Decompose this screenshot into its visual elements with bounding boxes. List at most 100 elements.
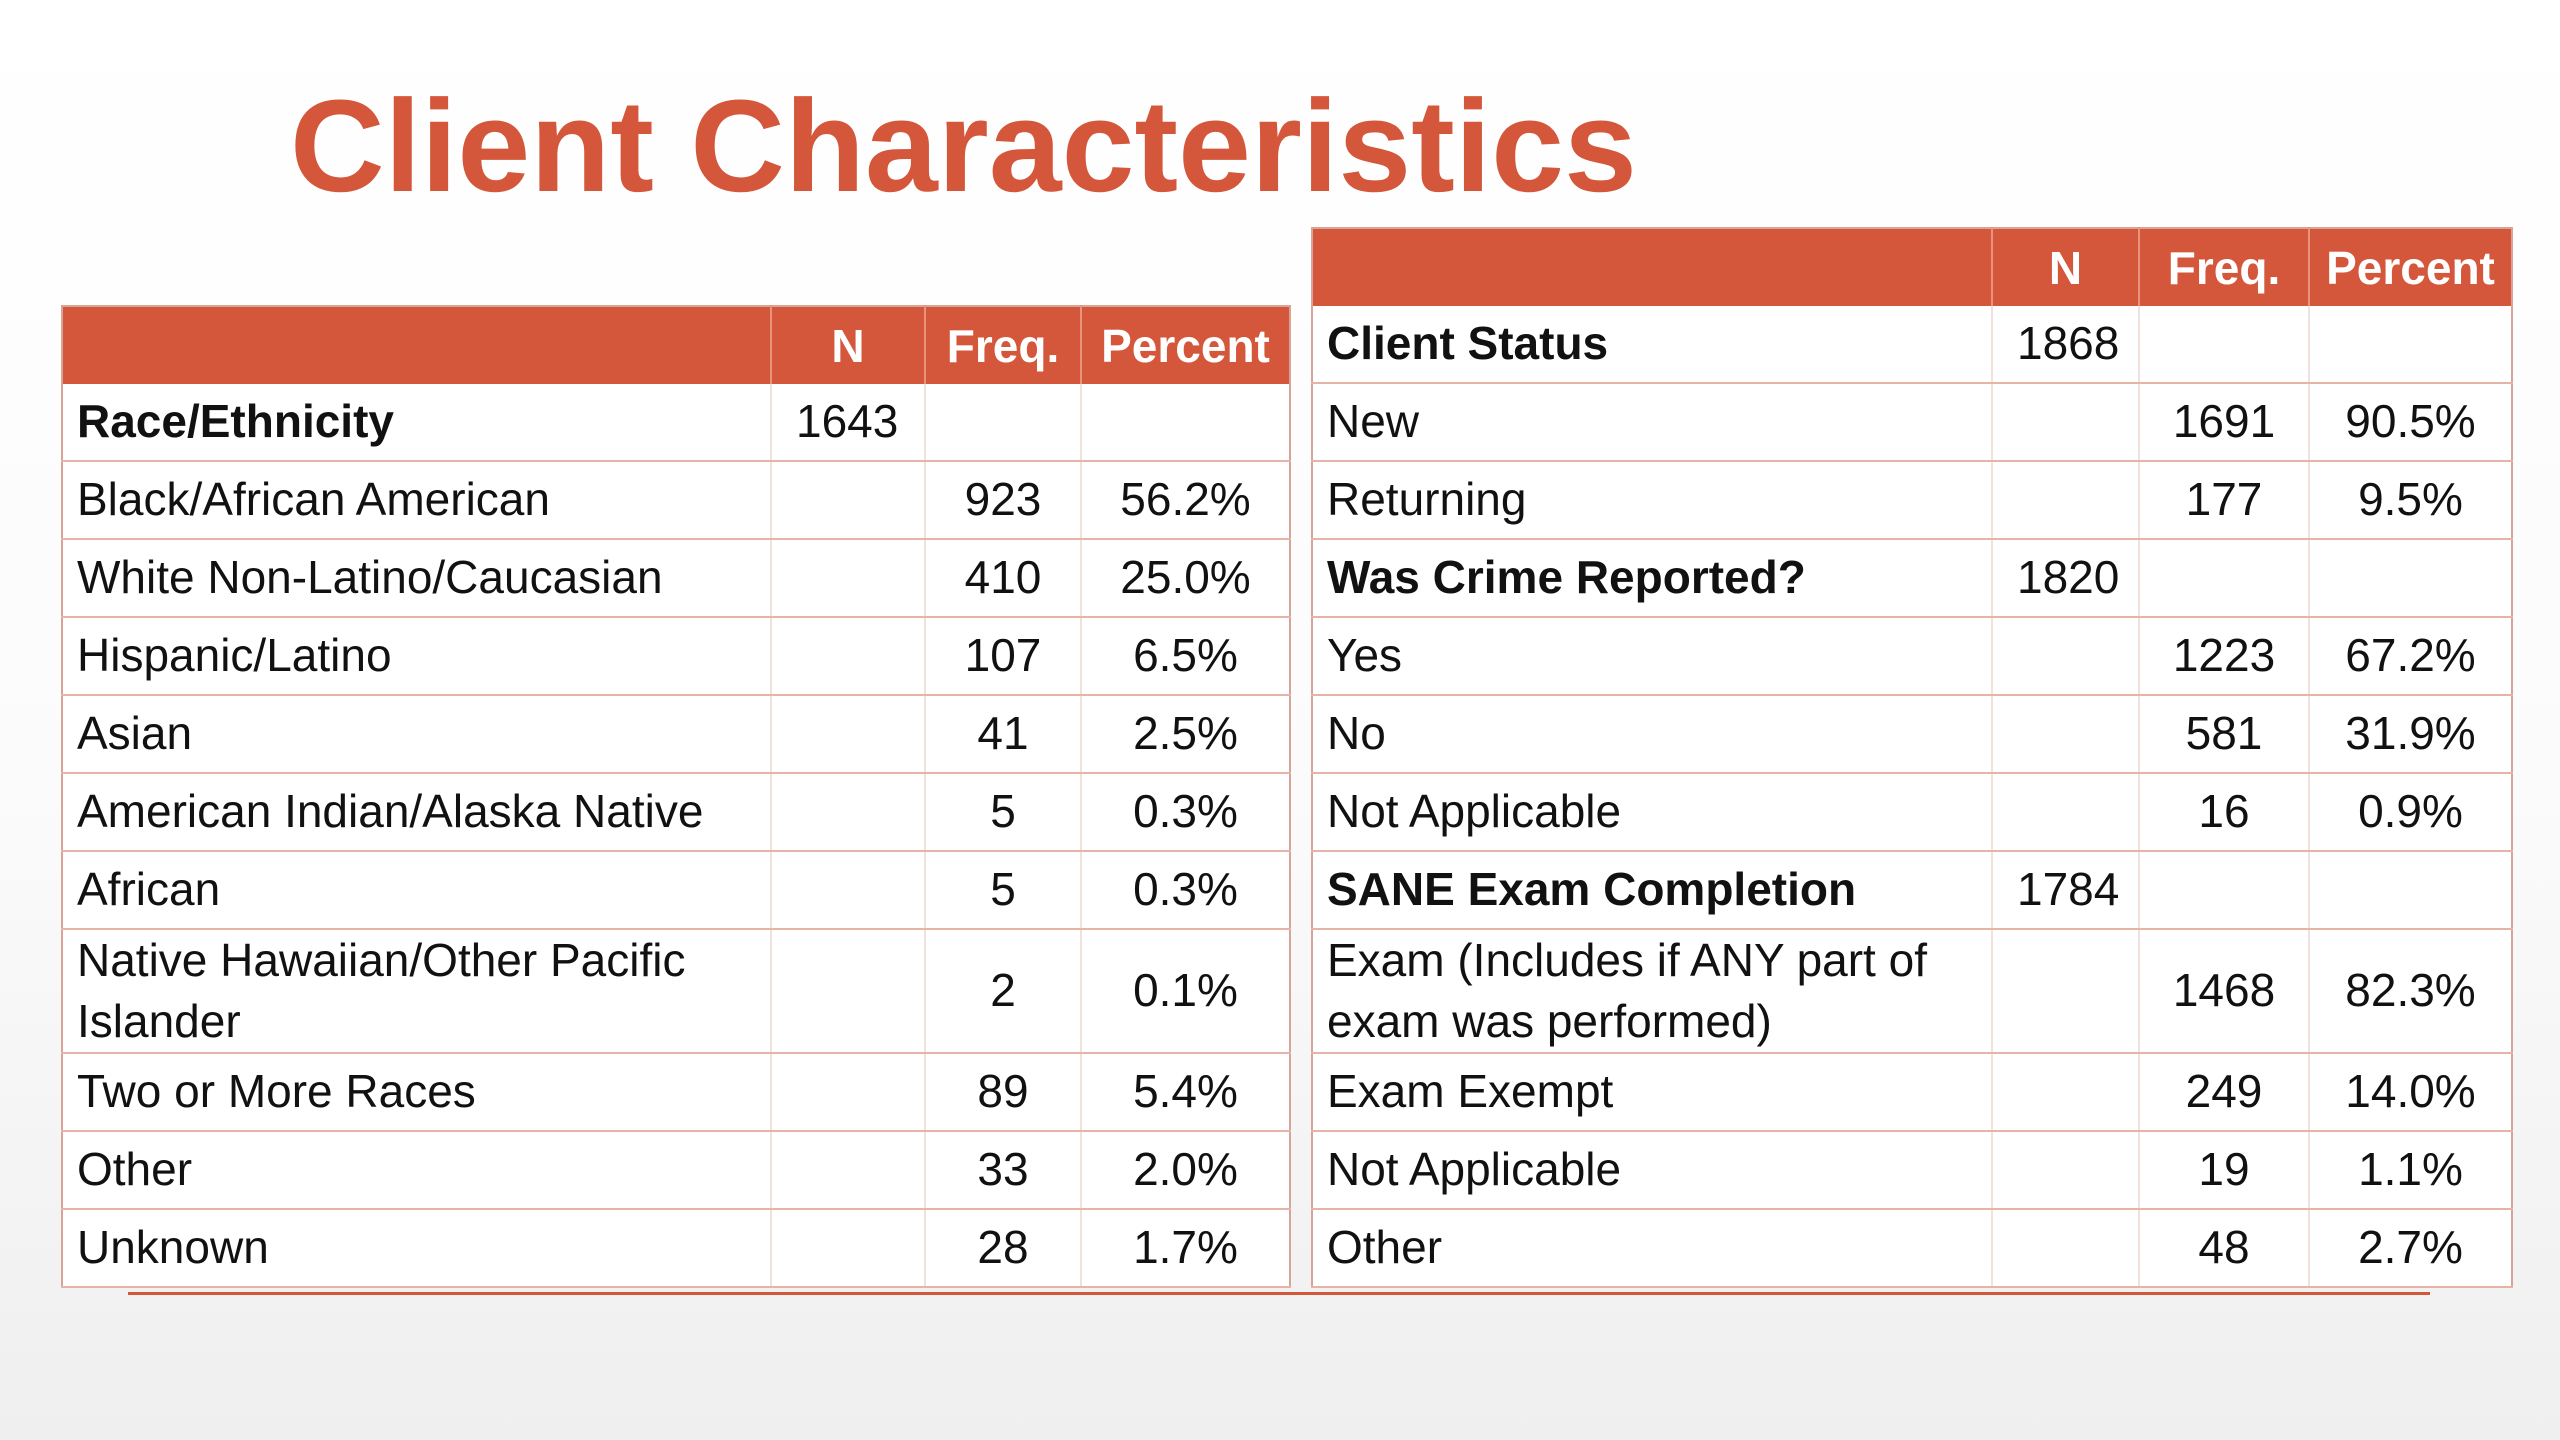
row-percent-value: 1.7%: [1081, 1209, 1290, 1289]
row-freq-value: 1223: [2139, 617, 2310, 696]
row-freq-value: 28: [925, 1209, 1082, 1289]
table-section-row: Race/Ethnicity 1643: [62, 384, 1290, 462]
table-section-row: Was Crime Reported? 1820: [1312, 539, 2512, 618]
row-n-value: 1784: [1992, 851, 2140, 930]
row-label: Not Applicable: [1312, 773, 1993, 852]
table-row: American Indian/Alaska Native 5 0.3%: [62, 773, 1290, 852]
row-freq-value: 249: [2139, 1053, 2310, 1133]
row-n-value: [771, 1209, 926, 1289]
table-row: New 1691 90.5%: [1312, 383, 2512, 462]
table-row: No 581 31.9%: [1312, 695, 2512, 774]
row-percent-value: 1.1%: [2309, 1131, 2512, 1211]
row-n-value: [1992, 773, 2140, 852]
table-row: Other 48 2.7%: [1312, 1209, 2512, 1289]
row-label: Native Hawaiian/Other Pacific Islander: [62, 929, 772, 1055]
row-freq-value: 1468: [2139, 929, 2310, 1055]
row-freq-value: 581: [2139, 695, 2310, 774]
row-n-value: [771, 539, 926, 618]
table-row: Unknown 28 1.7%: [62, 1209, 1290, 1289]
row-percent-value: 67.2%: [2309, 617, 2512, 696]
row-percent-value: [2309, 539, 2512, 618]
row-n-value: [771, 461, 926, 540]
table-row: African 5 0.3%: [62, 851, 1290, 930]
row-freq-value: 41: [925, 695, 1082, 774]
slide-title: Client Characteristics: [290, 72, 1637, 219]
row-percent-value: [2309, 851, 2512, 930]
client-status-table: N Freq. Percent Client Status 1868 New 1691…: [1311, 227, 2513, 1289]
row-label: White Non-Latino/Caucasian: [62, 539, 772, 618]
table-row: Yes 1223 67.2%: [1312, 617, 2512, 696]
row-percent-value: 2.0%: [1081, 1131, 1290, 1211]
table-row: Hispanic/Latino 107 6.5%: [62, 617, 1290, 696]
row-label: American Indian/Alaska Native: [62, 773, 772, 852]
row-label: Hispanic/Latino: [62, 617, 772, 696]
row-freq-value: 177: [2139, 461, 2310, 540]
row-percent-value: 2.7%: [2309, 1209, 2512, 1289]
row-freq-value: 19: [2139, 1131, 2310, 1211]
row-freq-value: 5: [925, 773, 1082, 852]
table-row: Returning 177 9.5%: [1312, 461, 2512, 540]
row-percent-value: [2309, 306, 2512, 384]
row-percent-value: 82.3%: [2309, 929, 2512, 1055]
row-percent-value: [1081, 384, 1290, 462]
table-section-row: Client Status 1868: [1312, 306, 2512, 384]
column-header-n: N: [771, 306, 926, 384]
table-row: Not Applicable 16 0.9%: [1312, 773, 2512, 852]
row-n-value: 1868: [1992, 306, 2140, 384]
row-n-value: [1992, 695, 2140, 774]
row-percent-value: 90.5%: [2309, 383, 2512, 462]
column-header-label: [62, 306, 772, 384]
row-label: Was Crime Reported?: [1312, 539, 1993, 618]
table-header-row: N Freq. Percent: [1312, 228, 2512, 306]
row-n-value: [1992, 929, 2140, 1055]
row-label: Asian: [62, 695, 772, 774]
row-n-value: [771, 695, 926, 774]
column-header-label: [1312, 228, 1993, 306]
column-header-percent: Percent: [2309, 228, 2512, 306]
row-freq-value: 16: [2139, 773, 2310, 852]
row-freq-value: 2: [925, 929, 1082, 1055]
row-label: African: [62, 851, 772, 930]
row-freq-value: [2139, 306, 2310, 384]
table-header-row: N Freq. Percent: [62, 306, 1290, 384]
table-row: Two or More Races 89 5.4%: [62, 1053, 1290, 1133]
row-freq-value: 923: [925, 461, 1082, 540]
row-percent-value: 0.3%: [1081, 851, 1290, 930]
row-n-value: [771, 617, 926, 696]
row-label: No: [1312, 695, 1993, 774]
race-ethnicity-table: N Freq. Percent Race/Ethnicity 1643 Black/…: [61, 305, 1291, 1289]
row-label: Unknown: [62, 1209, 772, 1289]
row-n-value: 1820: [1992, 539, 2140, 618]
row-percent-value: 31.9%: [2309, 695, 2512, 774]
row-n-value: 1643: [771, 384, 926, 462]
row-freq-value: [2139, 539, 2310, 618]
row-percent-value: 25.0%: [1081, 539, 1290, 618]
row-n-value: [771, 1053, 926, 1133]
row-label: Other: [1312, 1209, 1993, 1289]
row-percent-value: 5.4%: [1081, 1053, 1290, 1133]
row-freq-value: 89: [925, 1053, 1082, 1133]
row-freq-value: [2139, 851, 2310, 930]
row-n-value: [1992, 617, 2140, 696]
row-percent-value: 14.0%: [2309, 1053, 2512, 1133]
row-freq-value: 1691: [2139, 383, 2310, 462]
row-n-value: [1992, 1053, 2140, 1133]
row-percent-value: 2.5%: [1081, 695, 1290, 774]
table-row: Not Applicable 19 1.1%: [1312, 1131, 2512, 1211]
row-label: Black/African American: [62, 461, 772, 540]
table-row: Native Hawaiian/Other Pacific Islander 2 0…: [62, 929, 1290, 1055]
column-header-freq: Freq.: [925, 306, 1082, 384]
row-percent-value: 0.3%: [1081, 773, 1290, 852]
table-row: Asian 41 2.5%: [62, 695, 1290, 774]
row-label: New: [1312, 383, 1993, 462]
row-n-value: [1992, 1131, 2140, 1211]
column-header-percent: Percent: [1081, 306, 1290, 384]
row-label: Exam (Includes if ANY part of exam was p…: [1312, 929, 1993, 1055]
row-label: Race/Ethnicity: [62, 384, 772, 462]
row-percent-value: 6.5%: [1081, 617, 1290, 696]
column-header-freq: Freq.: [2139, 228, 2310, 306]
row-label: Yes: [1312, 617, 1993, 696]
row-label: Two or More Races: [62, 1053, 772, 1133]
row-n-value: [1992, 1209, 2140, 1289]
row-freq-value: 5: [925, 851, 1082, 930]
